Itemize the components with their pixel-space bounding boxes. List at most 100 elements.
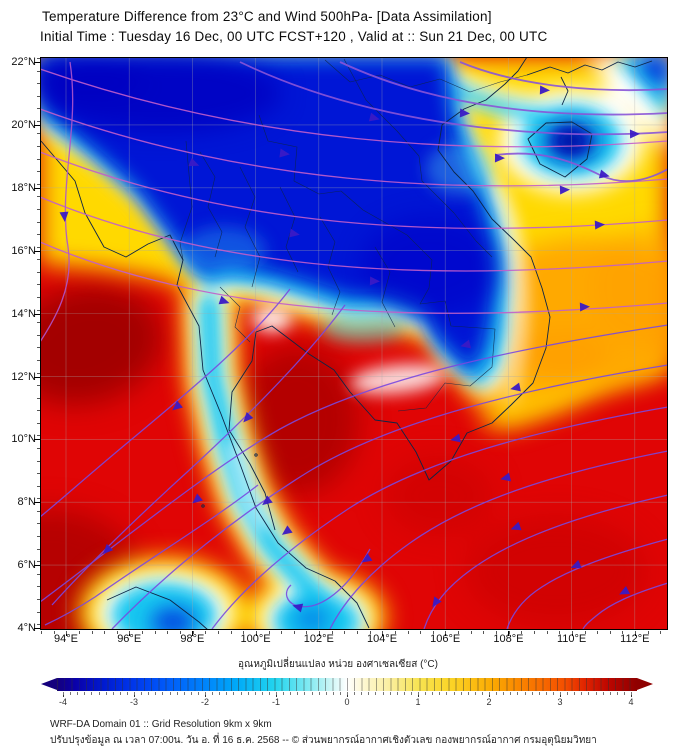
y-minor-tick <box>37 510 40 512</box>
map-plot-area <box>39 56 669 631</box>
lon-tick-label: 96°E <box>117 633 142 645</box>
colorbar-minor-tick <box>354 692 356 695</box>
y-minor-tick <box>37 624 40 626</box>
y-major-tick <box>34 565 40 567</box>
y-major-tick <box>34 313 40 315</box>
colorbar-minor-tick <box>112 692 114 695</box>
colorbar-minor-tick <box>538 692 540 695</box>
x-minor-tick <box>255 631 257 634</box>
y-minor-tick <box>37 284 40 286</box>
colorbar-minor-tick <box>311 692 313 695</box>
colorbar-minor-tick <box>141 692 143 695</box>
y-major-tick <box>34 187 40 189</box>
y-minor-tick <box>37 309 40 311</box>
y-minor-tick <box>37 221 40 223</box>
y-minor-tick <box>37 259 40 261</box>
x-minor-tick <box>382 631 384 634</box>
colorbar-minor-tick <box>233 692 235 695</box>
y-minor-tick <box>37 120 40 122</box>
y-minor-tick <box>37 473 40 475</box>
x-minor-tick <box>559 631 561 634</box>
plot-subtitle: Initial Time : Tuesday 16 Dec, 00 UTC FC… <box>40 29 548 44</box>
colorbar-minor-tick <box>347 692 348 695</box>
lat-tick-label: 16°N <box>11 244 36 257</box>
footer-update-info: ปรับปรุงข้อมูล ณ เวลา 07:00น. วัน อ. ที่… <box>50 735 597 746</box>
colorbar-minor-tick <box>254 692 256 695</box>
colorbar-minor-tick <box>134 692 135 695</box>
colorbar-minor-tick <box>460 692 462 695</box>
colorbar-minor-tick <box>63 692 64 695</box>
colorbar-minor-tick <box>226 692 228 695</box>
colorbar-minor-tick <box>318 692 320 695</box>
colorbar-minor-tick <box>510 692 512 695</box>
colorbar-minor-tick <box>481 692 483 695</box>
x-minor-tick <box>192 631 194 634</box>
y-minor-tick <box>37 598 40 600</box>
y-minor-tick <box>37 347 40 349</box>
lat-tick-label: 12°N <box>11 370 36 383</box>
colorbar-minor-tick <box>98 692 100 695</box>
colorbar-minor-tick <box>169 692 171 695</box>
colorbar-minor-tick <box>545 692 547 695</box>
x-minor-tick <box>41 631 42 634</box>
colorbar-minor-tick <box>574 692 576 695</box>
colorbar-tick-label: 3 <box>557 697 563 707</box>
lon-tick-label: 106°E <box>430 633 461 645</box>
footer-domain-info: WRF-DA Domain 01 :: Grid Resolution 9km … <box>50 719 272 730</box>
colorbar-minor-tick <box>297 692 299 695</box>
colorbar-minor-tick <box>446 692 448 695</box>
x-minor-tick <box>116 631 118 634</box>
y-minor-tick <box>37 410 40 412</box>
colorbar-minor-tick <box>567 692 569 695</box>
lat-tick-label: 20°N <box>11 118 36 131</box>
x-minor-tick <box>660 631 662 634</box>
colorbar-minor-tick <box>631 692 632 695</box>
x-minor-tick <box>357 631 358 634</box>
colorbar-minor-tick <box>581 692 583 695</box>
colorbar-minor-tick <box>467 692 469 695</box>
colorbar-minor-tick <box>332 692 334 695</box>
y-minor-tick <box>37 611 40 613</box>
y-minor-tick <box>37 385 40 387</box>
colorbar-minor-tick <box>489 692 490 695</box>
colorbar-left-arrow <box>41 678 57 690</box>
y-minor-tick <box>37 297 40 299</box>
colorbar-segments <box>57 678 637 691</box>
colorbar-minor-tick <box>517 692 519 695</box>
colorbar-minor-tick <box>304 692 306 695</box>
temperature-field-layer <box>40 57 668 630</box>
lat-tick-label: 8°N <box>17 496 36 509</box>
x-minor-tick <box>142 631 144 634</box>
x-minor-tick <box>483 631 485 634</box>
colorbar-tick-label: 1 <box>415 697 421 707</box>
y-minor-tick <box>37 334 40 336</box>
x-minor-tick <box>571 631 573 634</box>
lat-tick-label: 6°N <box>17 559 36 572</box>
colorbar-minor-tick <box>410 692 412 695</box>
lon-tick-label: 100°E <box>240 633 271 645</box>
x-minor-tick <box>458 631 460 634</box>
colorbar-tick-label: 0 <box>344 697 350 707</box>
y-minor-tick <box>37 234 40 236</box>
y-minor-tick <box>37 523 40 525</box>
x-minor-tick <box>533 631 535 634</box>
colorbar-minor-tick <box>261 692 263 695</box>
x-minor-tick <box>293 631 295 634</box>
colorbar-minor-tick <box>389 692 391 695</box>
colorbar-minor-tick <box>418 692 419 695</box>
colorbar-minor-tick <box>552 692 554 695</box>
colorbar-tick-label: -2 <box>200 697 209 707</box>
colorbar-minor-tick <box>183 692 185 695</box>
x-minor-tick <box>331 631 333 634</box>
colorbar-minor-tick <box>560 692 561 695</box>
colorbar-tick-label: -3 <box>129 697 138 707</box>
x-minor-tick <box>622 631 624 634</box>
coastline-layer <box>40 56 653 631</box>
y-minor-tick <box>37 460 40 462</box>
colorbar-tick-label: -4 <box>58 697 67 707</box>
x-minor-tick <box>268 631 270 634</box>
y-minor-tick <box>37 586 40 588</box>
x-minor-tick <box>647 631 649 634</box>
y-minor-tick <box>37 133 40 135</box>
x-minor-tick <box>508 631 510 634</box>
